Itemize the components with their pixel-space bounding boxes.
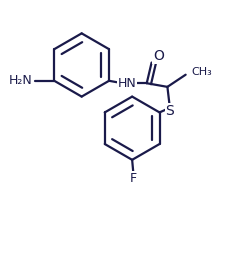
Text: F: F	[130, 171, 137, 185]
Text: O: O	[153, 50, 164, 64]
Text: CH₃: CH₃	[192, 67, 213, 77]
Text: H₂N: H₂N	[9, 74, 32, 87]
Text: S: S	[166, 104, 174, 118]
Text: HN: HN	[118, 77, 137, 90]
